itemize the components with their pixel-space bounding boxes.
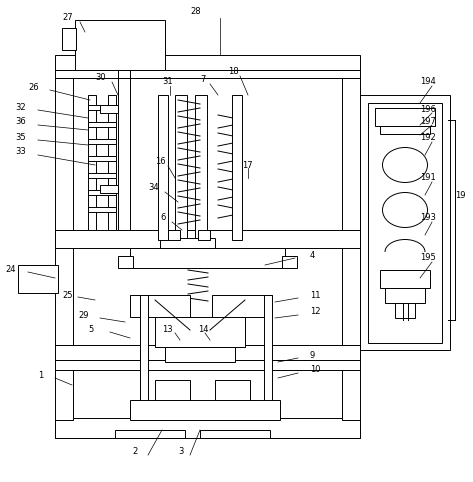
Bar — [88, 156, 116, 161]
Bar — [75, 20, 165, 70]
Text: 191: 191 — [420, 174, 436, 183]
Text: 16: 16 — [155, 158, 166, 166]
Text: 26: 26 — [28, 83, 39, 93]
Bar — [55, 418, 360, 438]
Text: 35: 35 — [15, 133, 26, 142]
Text: 196: 196 — [420, 106, 436, 115]
Bar — [55, 360, 360, 370]
Bar — [385, 288, 425, 303]
Text: 17: 17 — [242, 161, 253, 170]
Text: 24: 24 — [5, 266, 16, 275]
Text: 2: 2 — [132, 447, 137, 456]
Bar — [215, 380, 250, 400]
Bar — [395, 303, 415, 318]
Text: 36: 36 — [15, 118, 26, 126]
Bar — [108, 95, 116, 230]
Bar — [88, 105, 116, 110]
Bar — [282, 256, 297, 268]
Text: 31: 31 — [162, 78, 173, 86]
Text: 14: 14 — [198, 325, 209, 335]
Bar — [55, 420, 360, 438]
Text: 27: 27 — [62, 13, 73, 23]
Text: 194: 194 — [420, 78, 436, 86]
Text: 32: 32 — [15, 103, 26, 111]
Bar — [198, 230, 210, 240]
Bar — [380, 270, 430, 288]
Bar — [160, 238, 215, 248]
Text: 192: 192 — [420, 134, 436, 143]
Bar — [55, 70, 73, 420]
Text: 7: 7 — [200, 76, 205, 84]
Text: 30: 30 — [95, 73, 105, 82]
Text: 1: 1 — [38, 371, 43, 379]
Bar — [88, 95, 96, 230]
Bar — [175, 95, 187, 240]
Bar — [158, 95, 168, 240]
Text: 195: 195 — [420, 254, 436, 263]
Bar — [88, 190, 116, 195]
Text: 25: 25 — [62, 291, 72, 299]
Bar — [264, 295, 272, 415]
Bar — [55, 230, 360, 248]
Text: 10: 10 — [310, 365, 321, 375]
Text: 9: 9 — [310, 350, 315, 360]
Ellipse shape — [383, 147, 428, 183]
Text: 19: 19 — [455, 190, 465, 200]
Bar — [342, 70, 360, 420]
Bar — [130, 295, 190, 317]
Bar — [100, 105, 118, 113]
Bar — [360, 95, 450, 350]
Text: 12: 12 — [310, 308, 321, 317]
Bar — [165, 347, 235, 362]
Text: 5: 5 — [88, 325, 93, 335]
Text: 13: 13 — [162, 325, 173, 335]
Text: 28: 28 — [190, 8, 201, 16]
Text: 193: 193 — [420, 214, 436, 223]
Bar — [232, 95, 242, 240]
Text: 197: 197 — [420, 118, 436, 126]
Bar — [55, 345, 360, 360]
Bar — [18, 265, 58, 293]
Bar — [155, 317, 245, 347]
Bar — [130, 400, 280, 420]
Bar — [140, 295, 148, 415]
Bar — [88, 122, 116, 127]
Text: 6: 6 — [160, 214, 166, 223]
Bar — [155, 380, 190, 400]
Bar — [380, 126, 430, 134]
Bar — [375, 108, 435, 126]
Bar — [62, 28, 76, 50]
Bar — [168, 230, 180, 240]
Bar — [200, 430, 270, 438]
Text: 29: 29 — [78, 310, 88, 320]
Bar — [368, 103, 442, 343]
Text: 3: 3 — [178, 447, 184, 456]
Bar — [88, 207, 116, 212]
Bar — [130, 248, 285, 268]
Ellipse shape — [383, 192, 428, 228]
Bar — [55, 55, 360, 70]
Bar — [115, 430, 185, 438]
Bar — [88, 139, 116, 144]
Text: 34: 34 — [148, 184, 158, 192]
Bar — [88, 173, 116, 178]
Bar — [118, 256, 133, 268]
Text: 11: 11 — [310, 291, 321, 299]
Bar — [195, 95, 207, 240]
Bar — [55, 70, 360, 78]
Bar — [100, 185, 118, 193]
Text: 4: 4 — [310, 251, 315, 259]
Bar — [212, 295, 272, 317]
Text: 33: 33 — [15, 147, 26, 157]
Text: 18: 18 — [228, 67, 238, 77]
